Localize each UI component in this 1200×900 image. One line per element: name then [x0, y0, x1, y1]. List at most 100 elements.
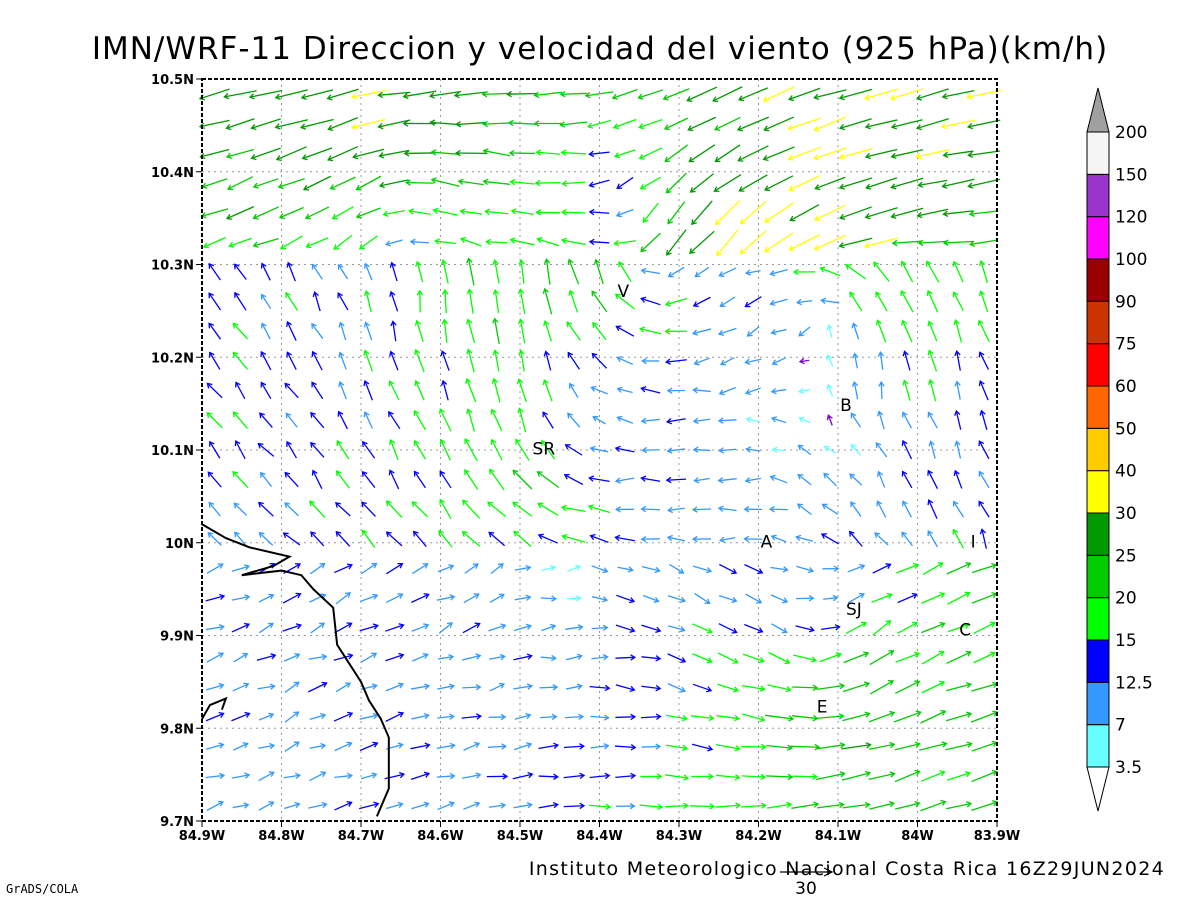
wind-vector [664, 144, 689, 163]
wind-vector [208, 501, 221, 517]
wind-vector [516, 378, 527, 403]
wind-vector [487, 501, 507, 518]
wind-vector [788, 175, 821, 192]
wind-vector [586, 119, 612, 129]
wind-vector [233, 502, 248, 516]
wind-vector [638, 118, 663, 130]
wind-vector [334, 741, 353, 752]
colorbar-label: 40 [1115, 462, 1137, 482]
city-label: I [971, 532, 976, 552]
x-tick-label: 84.1W [815, 829, 861, 844]
wind-vector [640, 296, 661, 306]
wind-vector [440, 350, 450, 371]
wind-vector [543, 350, 552, 371]
wind-vector [952, 528, 965, 549]
colorbar-label: 90 [1115, 292, 1137, 312]
wind-vector [868, 741, 896, 750]
wind-vector [541, 564, 557, 572]
wind-vector [769, 269, 788, 277]
wind-vector [509, 178, 535, 186]
wind-vector [333, 711, 354, 722]
grads-credit: GrADS/COLA [6, 882, 79, 896]
wind-vector [286, 320, 297, 341]
wind-vector [792, 268, 816, 276]
wind-vector [901, 319, 913, 343]
wind-vector [947, 591, 971, 605]
wind-vector [311, 263, 323, 280]
wind-vector [878, 380, 885, 400]
wind-vector [591, 654, 609, 661]
wind-vector [439, 438, 451, 461]
wind-vector [359, 741, 379, 752]
wind-vector [463, 801, 481, 810]
wind-vector [946, 650, 972, 665]
x-tick-label: 84.8W [258, 829, 304, 844]
colorbar-band [1086, 681, 1110, 726]
wind-vector [928, 440, 936, 459]
wind-vector [713, 173, 742, 192]
wind-vector [326, 88, 359, 101]
wind-vector [309, 562, 326, 575]
wind-vector [953, 469, 963, 489]
wind-vector [977, 319, 990, 343]
wind-vector [378, 149, 410, 159]
wind-vector [665, 802, 689, 810]
wind-vector [876, 470, 886, 488]
wind-vector [283, 772, 302, 780]
wind-vector [389, 261, 398, 282]
wind-vector [438, 529, 453, 548]
wind-vector [718, 267, 737, 278]
wind-vector [864, 119, 898, 130]
wind-vector [385, 682, 405, 692]
wind-vector [482, 148, 511, 157]
wind-vector [737, 145, 769, 162]
wind-vector [257, 683, 276, 690]
wind-vector [377, 119, 411, 130]
wind-vector [642, 202, 659, 223]
wind-vector [614, 293, 635, 310]
wind-vector [260, 322, 271, 340]
y-tick-label: 10.4N [151, 166, 194, 181]
wind-vector [488, 713, 507, 721]
wind-vector [302, 175, 332, 191]
wind-vector [614, 477, 635, 484]
wind-vector [414, 348, 425, 373]
wind-vector [927, 499, 938, 519]
wind-vector [640, 773, 663, 780]
wind-vector [534, 179, 561, 187]
wind-vector [410, 742, 431, 750]
wind-vector [798, 357, 810, 365]
wind-vector [979, 409, 988, 430]
wind-vector [488, 623, 507, 632]
wind-vector [333, 563, 353, 574]
wind-vector [946, 770, 972, 781]
wind-vector [640, 417, 660, 425]
wind-vector [717, 683, 740, 693]
wind-vector [338, 351, 347, 370]
wind-vector [798, 416, 811, 424]
wind-vector [973, 621, 996, 634]
wind-vector [739, 230, 767, 255]
wind-vector [453, 91, 488, 99]
wind-vector [770, 594, 789, 604]
wind-vector [927, 530, 939, 548]
wind-vector [978, 259, 989, 283]
wind-vector [743, 506, 762, 513]
wind-vector [851, 380, 859, 400]
wind-vector [942, 239, 974, 246]
wind-vector [815, 771, 846, 781]
wind-vector [945, 741, 973, 751]
wind-vector [377, 91, 411, 99]
wind-vector [693, 477, 710, 484]
wind-vector [258, 742, 276, 750]
wind-vector [564, 713, 585, 721]
wind-vector [714, 200, 741, 226]
wind-vector [717, 652, 739, 664]
wind-vector [798, 387, 811, 395]
wind-vector [513, 530, 532, 548]
wind-vector [814, 176, 846, 191]
wind-vector [337, 292, 349, 311]
wind-vector [282, 623, 302, 632]
wind-vector [285, 291, 299, 311]
wind-vector [250, 147, 281, 161]
